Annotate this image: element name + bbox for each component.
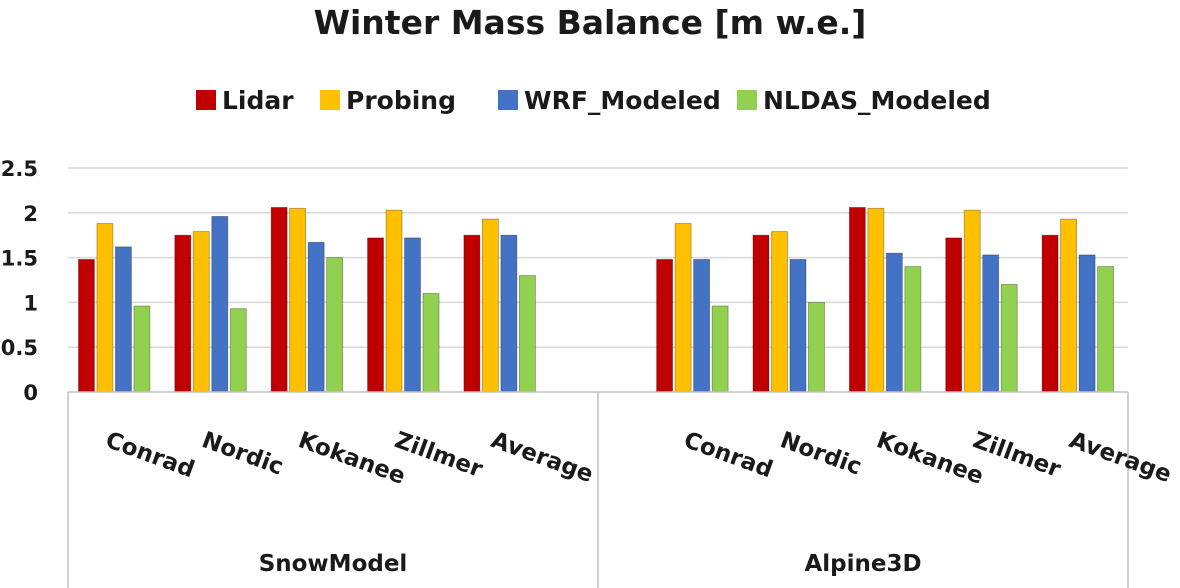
- y-axis-ticks: 0 0.5 1 1.5 2 2.5: [1, 157, 38, 405]
- bars: [78, 207, 1114, 393]
- bar-wrf-modeled-alpine3d-kokanee: [885, 252, 903, 393]
- bar-wrf-modeled-snowmodel-nordic: [211, 215, 229, 393]
- legend-label: Lidar: [222, 86, 294, 115]
- legend-item-wrf-modeled: WRF_Modeled: [498, 86, 721, 115]
- bar-nldas-modeled-alpine3d-kokanee: [904, 266, 922, 393]
- category-label: Zillmer: [969, 427, 1064, 483]
- legend-swatch: [498, 90, 518, 110]
- category-label: Zillmer: [391, 427, 486, 483]
- bar-nldas-modeled-alpine3d-average: [1097, 266, 1114, 393]
- legend-label: Probing: [346, 86, 456, 115]
- category-label: Kokanee: [295, 427, 409, 490]
- y-tick-label: 0: [23, 381, 38, 405]
- legend-item-lidar: Lidar: [196, 86, 294, 115]
- bar-probing-alpine3d-conrad: [674, 223, 692, 393]
- bar-probing-alpine3d-kokanee: [867, 207, 885, 393]
- y-tick-label: 0.5: [1, 336, 38, 360]
- group-labels: SnowModel Alpine3D: [259, 551, 922, 577]
- bar-wrf-modeled-alpine3d-average: [1078, 254, 1096, 393]
- bar-lidar-alpine3d-zillmer: [945, 237, 963, 393]
- category-label: Average: [1066, 427, 1175, 488]
- bar-nldas-modeled-snowmodel-average: [518, 275, 536, 393]
- legend-item-nldas-modeled: NLDAS_Modeled: [737, 86, 991, 115]
- bar-lidar-alpine3d-kokanee: [848, 207, 866, 393]
- bar-probing-snowmodel-zillmer: [385, 209, 403, 393]
- bar-lidar-alpine3d-nordic: [752, 234, 770, 393]
- bar-probing-alpine3d-nordic: [771, 231, 788, 393]
- chart-title: Winter Mass Balance [m w.e.]: [314, 3, 867, 42]
- category-label: Conrad: [680, 427, 776, 483]
- category-label: Average: [488, 427, 597, 488]
- bar-lidar-snowmodel-kokanee: [270, 207, 288, 393]
- bar-wrf-modeled-snowmodel-average: [500, 234, 518, 393]
- y-tick-label: 1: [23, 291, 38, 315]
- legend-label: WRF_Modeled: [524, 86, 721, 115]
- bar-wrf-modeled-alpine3d-conrad: [693, 258, 711, 393]
- category-label: Nordic: [198, 427, 286, 480]
- bar-wrf-modeled-snowmodel-zillmer: [404, 237, 421, 393]
- bar-probing-alpine3d-zillmer: [963, 209, 981, 393]
- category-label: Conrad: [102, 427, 198, 483]
- bar-nldas-modeled-snowmodel-conrad: [133, 305, 151, 393]
- y-tick-label: 2: [23, 202, 38, 226]
- legend: Lidar Probing WRF_Modeled NLDAS_Modeled: [196, 86, 991, 115]
- bar-probing-snowmodel-nordic: [192, 231, 210, 393]
- y-tick-label: 1.5: [1, 247, 38, 271]
- category-label: Nordic: [777, 427, 865, 480]
- axes: [67, 391, 1129, 588]
- legend-swatch: [320, 90, 340, 110]
- group-label-alpine3d: Alpine3D: [804, 551, 921, 577]
- legend-swatch: [196, 90, 216, 110]
- bar-lidar-snowmodel-zillmer: [367, 237, 384, 393]
- y-tick-label: 2.5: [1, 157, 38, 181]
- bar-nldas-modeled-alpine3d-conrad: [711, 305, 729, 393]
- bar-lidar-alpine3d-average: [1041, 234, 1059, 393]
- bar-nldas-modeled-alpine3d-zillmer: [1000, 284, 1018, 393]
- bar-lidar-alpine3d-conrad: [656, 258, 674, 393]
- bar-lidar-snowmodel-nordic: [174, 234, 192, 393]
- legend-swatch: [737, 90, 757, 110]
- bar-probing-snowmodel-conrad: [96, 223, 114, 393]
- legend-label: NLDAS_Modeled: [763, 86, 991, 115]
- bar-nldas-modeled-alpine3d-nordic: [808, 301, 825, 393]
- bar-probing-alpine3d-average: [1060, 218, 1077, 393]
- bar-nldas-modeled-snowmodel-kokanee: [326, 257, 344, 393]
- bar-wrf-modeled-snowmodel-conrad: [115, 246, 132, 393]
- bar-nldas-modeled-snowmodel-zillmer: [422, 293, 440, 393]
- bar-wrf-modeled-alpine3d-nordic: [789, 258, 807, 393]
- bar-wrf-modeled-alpine3d-zillmer: [982, 254, 1000, 393]
- bar-lidar-snowmodel-average: [463, 234, 481, 393]
- bar-nldas-modeled-snowmodel-nordic: [229, 308, 247, 393]
- bar-lidar-snowmodel-conrad: [78, 258, 95, 393]
- category-label: Kokanee: [873, 427, 987, 490]
- bar-probing-snowmodel-kokanee: [289, 207, 307, 393]
- bar-wrf-modeled-snowmodel-kokanee: [307, 241, 325, 393]
- legend-item-probing: Probing: [320, 86, 456, 115]
- bar-probing-snowmodel-average: [481, 218, 499, 393]
- group-label-snowmodel: SnowModel: [259, 551, 408, 577]
